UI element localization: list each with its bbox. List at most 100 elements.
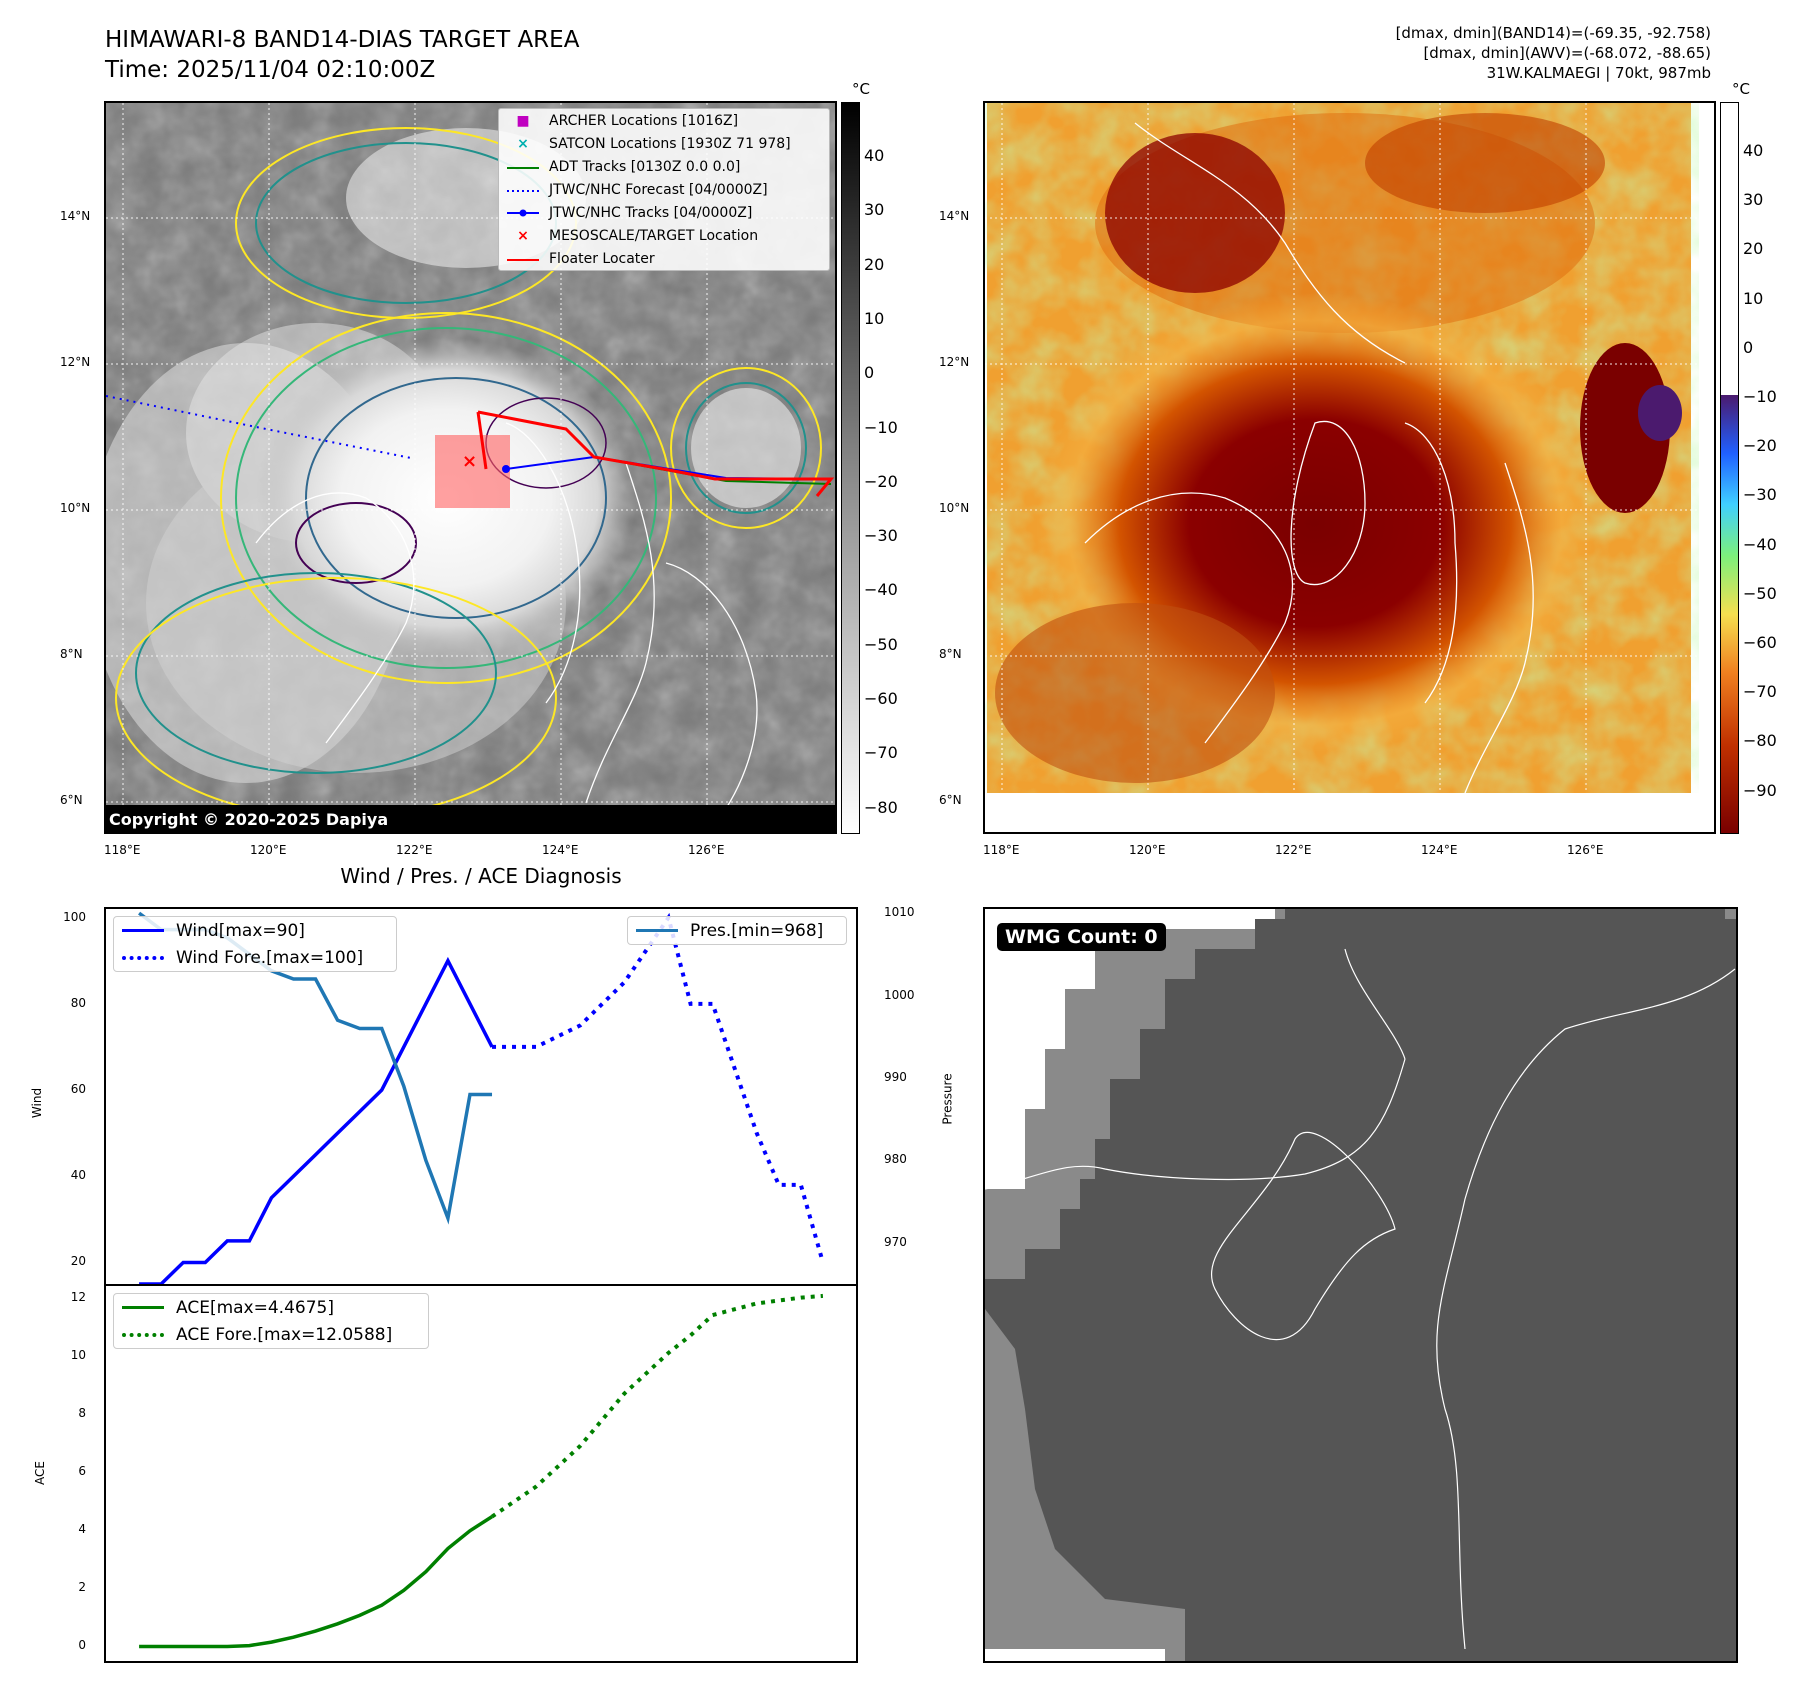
lon-tick: 120°E xyxy=(250,843,287,857)
lat-tick: 10°N xyxy=(939,501,970,515)
lon-tick: 122°E xyxy=(1275,843,1312,857)
ace-axis-label: ACE xyxy=(32,1461,47,1485)
svg-text:×: × xyxy=(462,451,477,472)
band14-range: [dmax, dmin](BAND14)=(-69.35, -92.758) xyxy=(1395,24,1711,42)
legend-ace: ACE[max=4.4675] xyxy=(114,1294,428,1321)
ace-forecast-line-icon xyxy=(122,1332,164,1337)
figure-time: Time: 2025/11/04 02:10:00Z xyxy=(105,57,436,83)
awv-map-imagery xyxy=(985,103,1714,832)
series-line-1 xyxy=(492,912,825,1263)
awv-colorbar xyxy=(1720,102,1739,834)
lon-tick: 126°E xyxy=(1567,843,1604,857)
y-tick: 10 xyxy=(70,1347,86,1362)
target-marker-icon: × xyxy=(517,227,529,244)
colorbar-tick: 10 xyxy=(1743,288,1764,308)
lat-tick: 10°N xyxy=(60,501,91,515)
ace-svg xyxy=(139,1293,824,1649)
y-tick: 20 xyxy=(70,1254,86,1269)
wmg-count-badge: WMG Count: 0 xyxy=(997,923,1166,951)
lon-tick: 120°E xyxy=(1129,843,1166,857)
awv-colorbar-unit: °C xyxy=(1732,80,1750,98)
lat-tick: 6°N xyxy=(60,793,83,807)
colorbar-tick: −30 xyxy=(864,526,898,546)
legend-floater: Floater Locater xyxy=(499,247,829,270)
legend-wind: Wind[max=90] xyxy=(114,917,396,944)
ace-legend: ACE[max=4.4675] ACE Fore.[max=12.0588] xyxy=(113,1293,429,1349)
ir-colorbar xyxy=(841,102,860,834)
colorbar-tick: −40 xyxy=(1743,534,1777,554)
legend-wind-forecast: Wind Fore.[max=100] xyxy=(114,944,396,971)
y-tick: 40 xyxy=(70,1168,86,1183)
y-tick: 970 xyxy=(884,1234,907,1249)
y-tick: 1010 xyxy=(884,905,915,920)
colorbar-tick: 30 xyxy=(864,200,885,220)
colorbar-tick: 20 xyxy=(1743,239,1764,259)
colorbar-tick: 0 xyxy=(1743,337,1754,357)
legend-ace-forecast: ACE Fore.[max=12.0588] xyxy=(114,1321,428,1348)
colorbar-tick: 30 xyxy=(1743,190,1764,210)
chart-title: Wind / Pres. / ACE Diagnosis xyxy=(340,864,622,888)
ir-colorbar-unit: °C xyxy=(852,80,870,98)
colorbar-tick: −80 xyxy=(864,797,898,817)
wmg-panel: WMG Count: 0 xyxy=(983,907,1738,1663)
storm-info: 31W.KALMAEGI | 70kt, 987mb xyxy=(1486,64,1711,82)
y-tick: 990 xyxy=(884,1069,907,1084)
y-tick: 2 xyxy=(78,1580,86,1595)
map-legend: ■ ARCHER Locations [1016Z] × SATCON Locati… xyxy=(498,108,830,271)
y-tick: 8 xyxy=(78,1405,86,1420)
forecast-line-icon xyxy=(505,182,541,198)
adt-line-icon xyxy=(505,159,541,175)
colorbar-tick: −10 xyxy=(864,417,898,437)
colorbar-tick: −70 xyxy=(864,743,898,763)
colorbar-tick: −10 xyxy=(1743,387,1777,406)
colorbar-tick: −60 xyxy=(864,689,898,708)
colorbar-tick: 10 xyxy=(864,308,885,328)
y-tick: 12 xyxy=(70,1289,86,1304)
colorbar-tick: −60 xyxy=(1743,633,1777,652)
lat-tick: 6°N xyxy=(939,793,962,807)
colorbar-tick: −20 xyxy=(864,471,898,491)
series-line-0 xyxy=(139,1515,493,1649)
colorbar-tick: −40 xyxy=(864,580,898,600)
lon-tick: 124°E xyxy=(542,843,579,857)
y-tick: 4 xyxy=(78,1522,86,1537)
lat-tick: 14°N xyxy=(60,209,91,223)
wind-line-icon xyxy=(122,929,164,932)
legend-archer: ■ ARCHER Locations [1016Z] xyxy=(499,109,829,132)
legend-jtwc-tracks: JTWC/NHC Tracks [04/0000Z] xyxy=(499,201,829,224)
colorbar-tick: 0 xyxy=(864,363,875,383)
series-line-0 xyxy=(139,956,494,1284)
colorbar-tick: 40 xyxy=(1743,141,1764,160)
colorbar-tick: 20 xyxy=(864,254,885,274)
colorbar-tick: −80 xyxy=(1743,731,1777,751)
colorbar-tick: −20 xyxy=(1743,436,1777,456)
legend-jtwc-forecast: JTWC/NHC Forecast [04/0000Z] xyxy=(499,178,829,201)
lon-tick: 118°E xyxy=(104,843,141,857)
tracks-line-icon xyxy=(505,205,541,221)
pressure-axis-label: Pressure xyxy=(940,1073,955,1125)
colorbar-tick: −50 xyxy=(864,634,898,654)
archer-marker-icon: ■ xyxy=(516,112,530,129)
ace-plot xyxy=(104,1284,858,1663)
colorbar-tick: −50 xyxy=(1743,583,1777,603)
lon-tick: 126°E xyxy=(688,843,725,857)
lat-tick: 14°N xyxy=(939,209,970,223)
legend-adt: ADT Tracks [0130Z 0.0 0.0] xyxy=(499,155,829,178)
wind-axis-label: Wind xyxy=(30,1087,45,1119)
lat-tick: 12°N xyxy=(939,355,970,369)
copyright-banner: Copyright © 2020-2025 Dapiya xyxy=(106,805,835,832)
pressure-line-icon xyxy=(636,929,678,932)
y-tick: 980 xyxy=(884,1152,907,1167)
pressure-legend: Pres.[min=968] xyxy=(627,916,847,945)
colorbar-tick: 40 xyxy=(864,146,885,165)
legend-satcon: × SATCON Locations [1930Z 71 978] xyxy=(499,132,829,155)
ace-line-icon xyxy=(122,1306,164,1309)
y-tick: 6 xyxy=(78,1464,86,1479)
lon-tick: 124°E xyxy=(1421,843,1458,857)
ir-map-imagery: × xyxy=(106,103,835,832)
y-tick: 0 xyxy=(78,1638,86,1653)
legend-target: × MESOSCALE/TARGET Location xyxy=(499,224,829,247)
satcon-marker-icon: × xyxy=(517,135,529,152)
lon-tick: 118°E xyxy=(983,843,1020,857)
colorbar-tick: −30 xyxy=(1743,485,1777,505)
